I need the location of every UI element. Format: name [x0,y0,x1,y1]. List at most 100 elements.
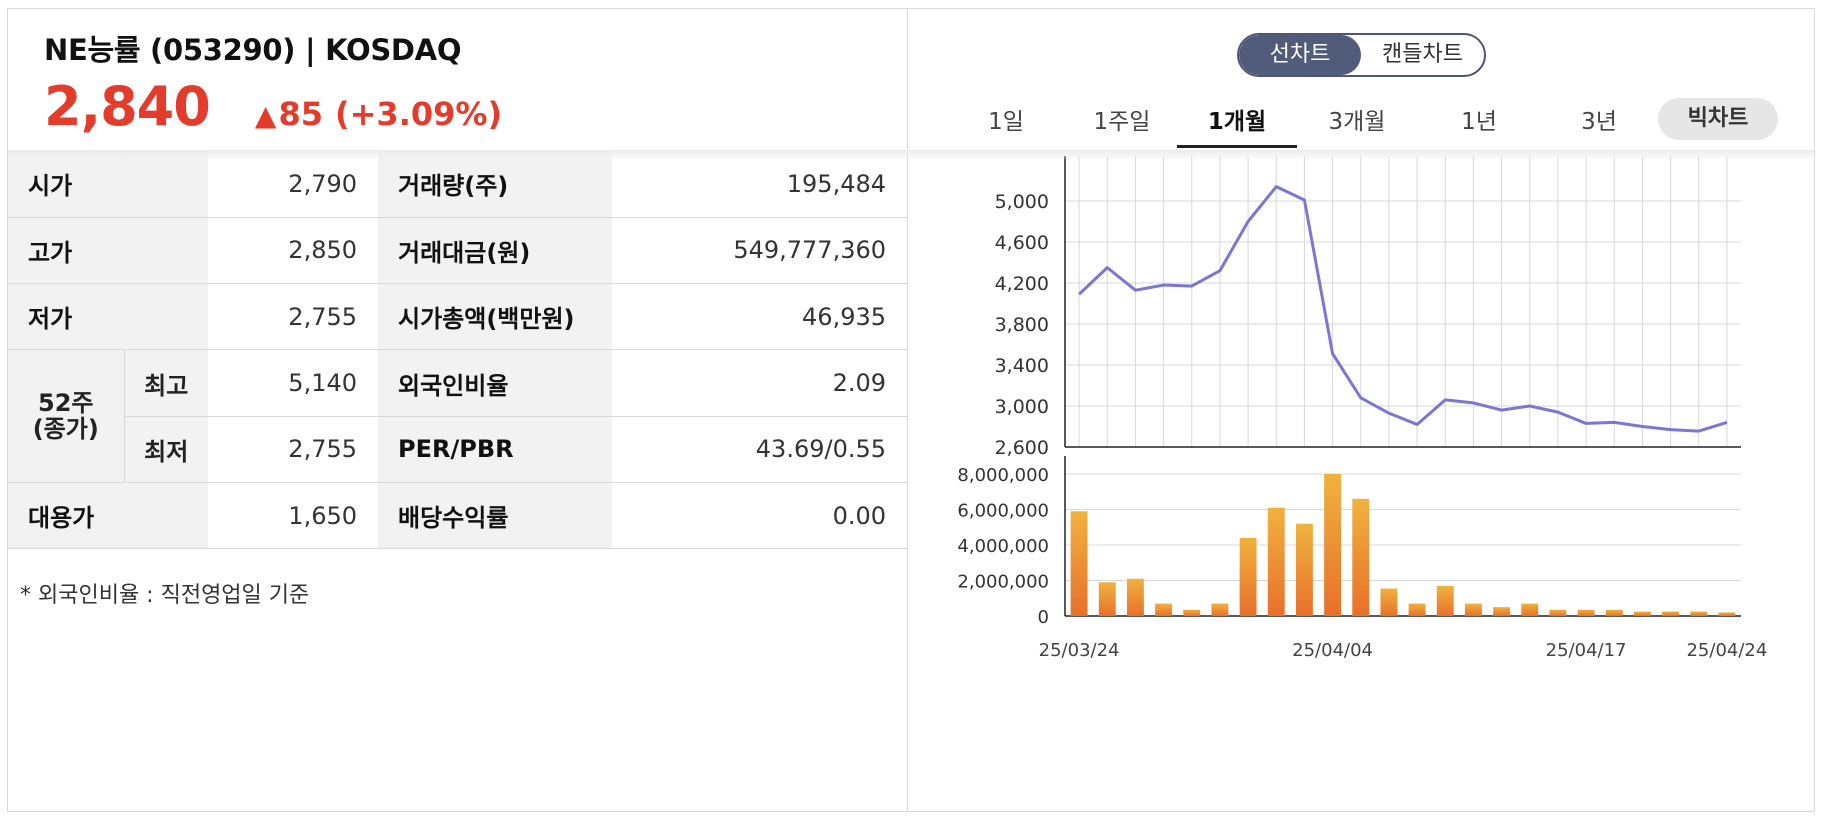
table-row: 저가 2,755 시가총액(백만원) 46,935 [8,283,908,351]
volume-y-tick-label: 4,000,000 [957,536,1049,557]
table-row: 최저 2,755 PER/PBR 43.69/0.55 [8,416,908,483]
open-label: 시가 [8,151,209,218]
volume-bar [1070,511,1088,616]
amount-value: 549,777,360 [612,217,908,285]
price-y-tick-label: 4,600 [995,232,1049,254]
volume-y-tick-label: 2,000,000 [957,572,1049,593]
volume-bar [1493,607,1511,616]
tab-1-month[interactable]: 1개월 [1207,109,1267,135]
volume-y-tick-label: 8,000,000 [957,465,1049,486]
change-value: 85 [278,95,323,133]
volume-bar [1295,523,1313,616]
quote-info-table: 시가 2,790 거래량(주) 195,484 고가 2,850 거래대금(원)… [8,151,908,550]
foreign-ratio-value: 2.09 [612,349,908,417]
footnote: * 외국인비율 : 직전영업일 기준 [20,583,310,608]
52-week-high-value: 5,140 [208,349,379,417]
volume-bar [1549,609,1567,616]
open-value: 2,790 [208,151,379,218]
52-week-low-label: 최저 [123,416,209,483]
per-pbr-value: 43.69/0.55 [612,416,908,483]
low-label: 저가 [8,283,209,351]
tab-3-year[interactable]: 3년 [1581,109,1617,135]
up-arrow-icon: ▲ [254,99,277,132]
volume-label: 거래량(주) [378,151,613,218]
substitute-price-label: 대용가 [8,482,209,550]
substitute-price-value: 1,650 [208,482,379,550]
chart-type-toggle: 선차트 캔들차트 [1237,33,1486,77]
volume-bar [1126,578,1144,616]
volume-bar [1521,603,1539,616]
market-cap-label: 시가총액(백만원) [378,283,613,351]
volume-y-tick-label: 0 [1038,607,1049,628]
52-week-label-line2: (종가) [32,415,99,444]
volume-chart-grid [1064,456,1741,617]
foreign-ratio-label: 외국인비율 [378,349,613,417]
price-row: 2,840 ▲85 (+3.09%) [44,75,502,145]
low-value: 2,755 [208,283,379,351]
volume-bar [1662,611,1680,616]
volume-bar [1577,609,1595,616]
table-row: 시가 2,790 거래량(주) 195,484 [8,151,908,218]
line-chart-button[interactable]: 선차트 [1239,35,1361,75]
volume-bar [1633,611,1651,616]
stock-name: NE능률 (053290) | KOSDAQ [44,33,462,67]
big-chart-button[interactable]: 빅차트 [1658,98,1778,140]
price-chart-grid [1064,156,1741,448]
price-y-axis: 5,000 4,600 4,200 3,800 3,400 3,000 2,600 [995,191,1049,459]
price-change: ▲85 (+3.09%) [255,95,502,133]
stock-quote-panel: NE능률 (053290) | KOSDAQ 2,840 ▲85 (+3.09%)… [7,8,1815,812]
volume-bar [1239,537,1257,616]
x-tick-label: 25/04/24 [1686,640,1767,661]
volume-bar [1324,474,1342,616]
volume-bar [1436,585,1454,616]
quote-info-section: NE능률 (053290) | KOSDAQ 2,840 ▲85 (+3.09%)… [8,9,908,811]
x-tick-label: 25/03/24 [1039,640,1120,661]
header-divider [8,150,1814,151]
volume-bar [1098,582,1116,616]
tab-3-month[interactable]: 3개월 [1328,109,1386,135]
price-y-tick-label: 3,000 [995,396,1049,418]
dividend-yield-label: 배당수익률 [378,482,613,550]
volume-bar [1690,611,1708,616]
volume-bar [1267,507,1285,616]
volume-bars [1070,474,1736,616]
table-row: 대용가 1,650 배당수익률 0.00 [8,482,908,550]
52-week-label-line1: 52주 [38,388,94,417]
candle-chart-button[interactable]: 캔들차트 [1382,42,1463,67]
price-y-tick-label: 4,200 [995,273,1049,295]
tab-1-week[interactable]: 1주일 [1093,109,1151,135]
tab-1-year[interactable]: 1년 [1461,109,1497,135]
high-value: 2,850 [208,217,379,285]
price-y-tick-label: 5,000 [995,191,1049,213]
price-y-tick-label: 3,400 [995,355,1049,377]
price-y-tick-label: 3,800 [995,314,1049,336]
chart-section: 선차트 캔들차트 1일 1주일 1개월 3개월 1년 3년 빅차트 5,000 4… [909,9,1814,811]
current-price: 2,840 [44,75,211,138]
per-pbr-label: PER/PBR [378,416,613,483]
table-row: 고가 2,850 거래대금(원) 549,777,360 [8,217,908,285]
52-week-low-value: 2,755 [208,416,379,483]
price-volume-chart: 5,000 4,600 4,200 3,800 3,400 3,000 2,600 8,00… [957,156,1768,661]
x-axis-labels: 25/03/24 25/04/04 25/04/17 25/04/24 [1039,640,1768,661]
dividend-yield-value: 0.00 [612,482,908,550]
volume-bar [1464,603,1482,616]
price-line [1078,185,1728,433]
volume-bar [1155,603,1173,616]
price-y-tick-label: 2,600 [995,437,1049,459]
volume-bar [1605,609,1623,616]
volume-y-axis: 8,000,000 6,000,000 4,000,000 2,000,000 0 [957,465,1049,628]
52-week-label: 52주 (종가) [8,349,124,483]
volume-bar [1183,609,1201,616]
amount-label: 거래대금(원) [378,217,613,285]
tab-1-day[interactable]: 1일 [988,109,1024,135]
x-tick-label: 25/04/04 [1292,640,1373,661]
volume-bar [1352,498,1370,616]
volume-y-tick-label: 6,000,000 [957,501,1049,522]
active-tab-underline [1177,145,1297,148]
volume-bar [1380,588,1398,616]
high-label: 고가 [8,217,209,285]
change-percent: (+3.09%) [334,95,503,133]
x-tick-label: 25/04/17 [1546,640,1627,661]
price-line-series [1078,185,1728,433]
volume-bar [1408,603,1426,616]
